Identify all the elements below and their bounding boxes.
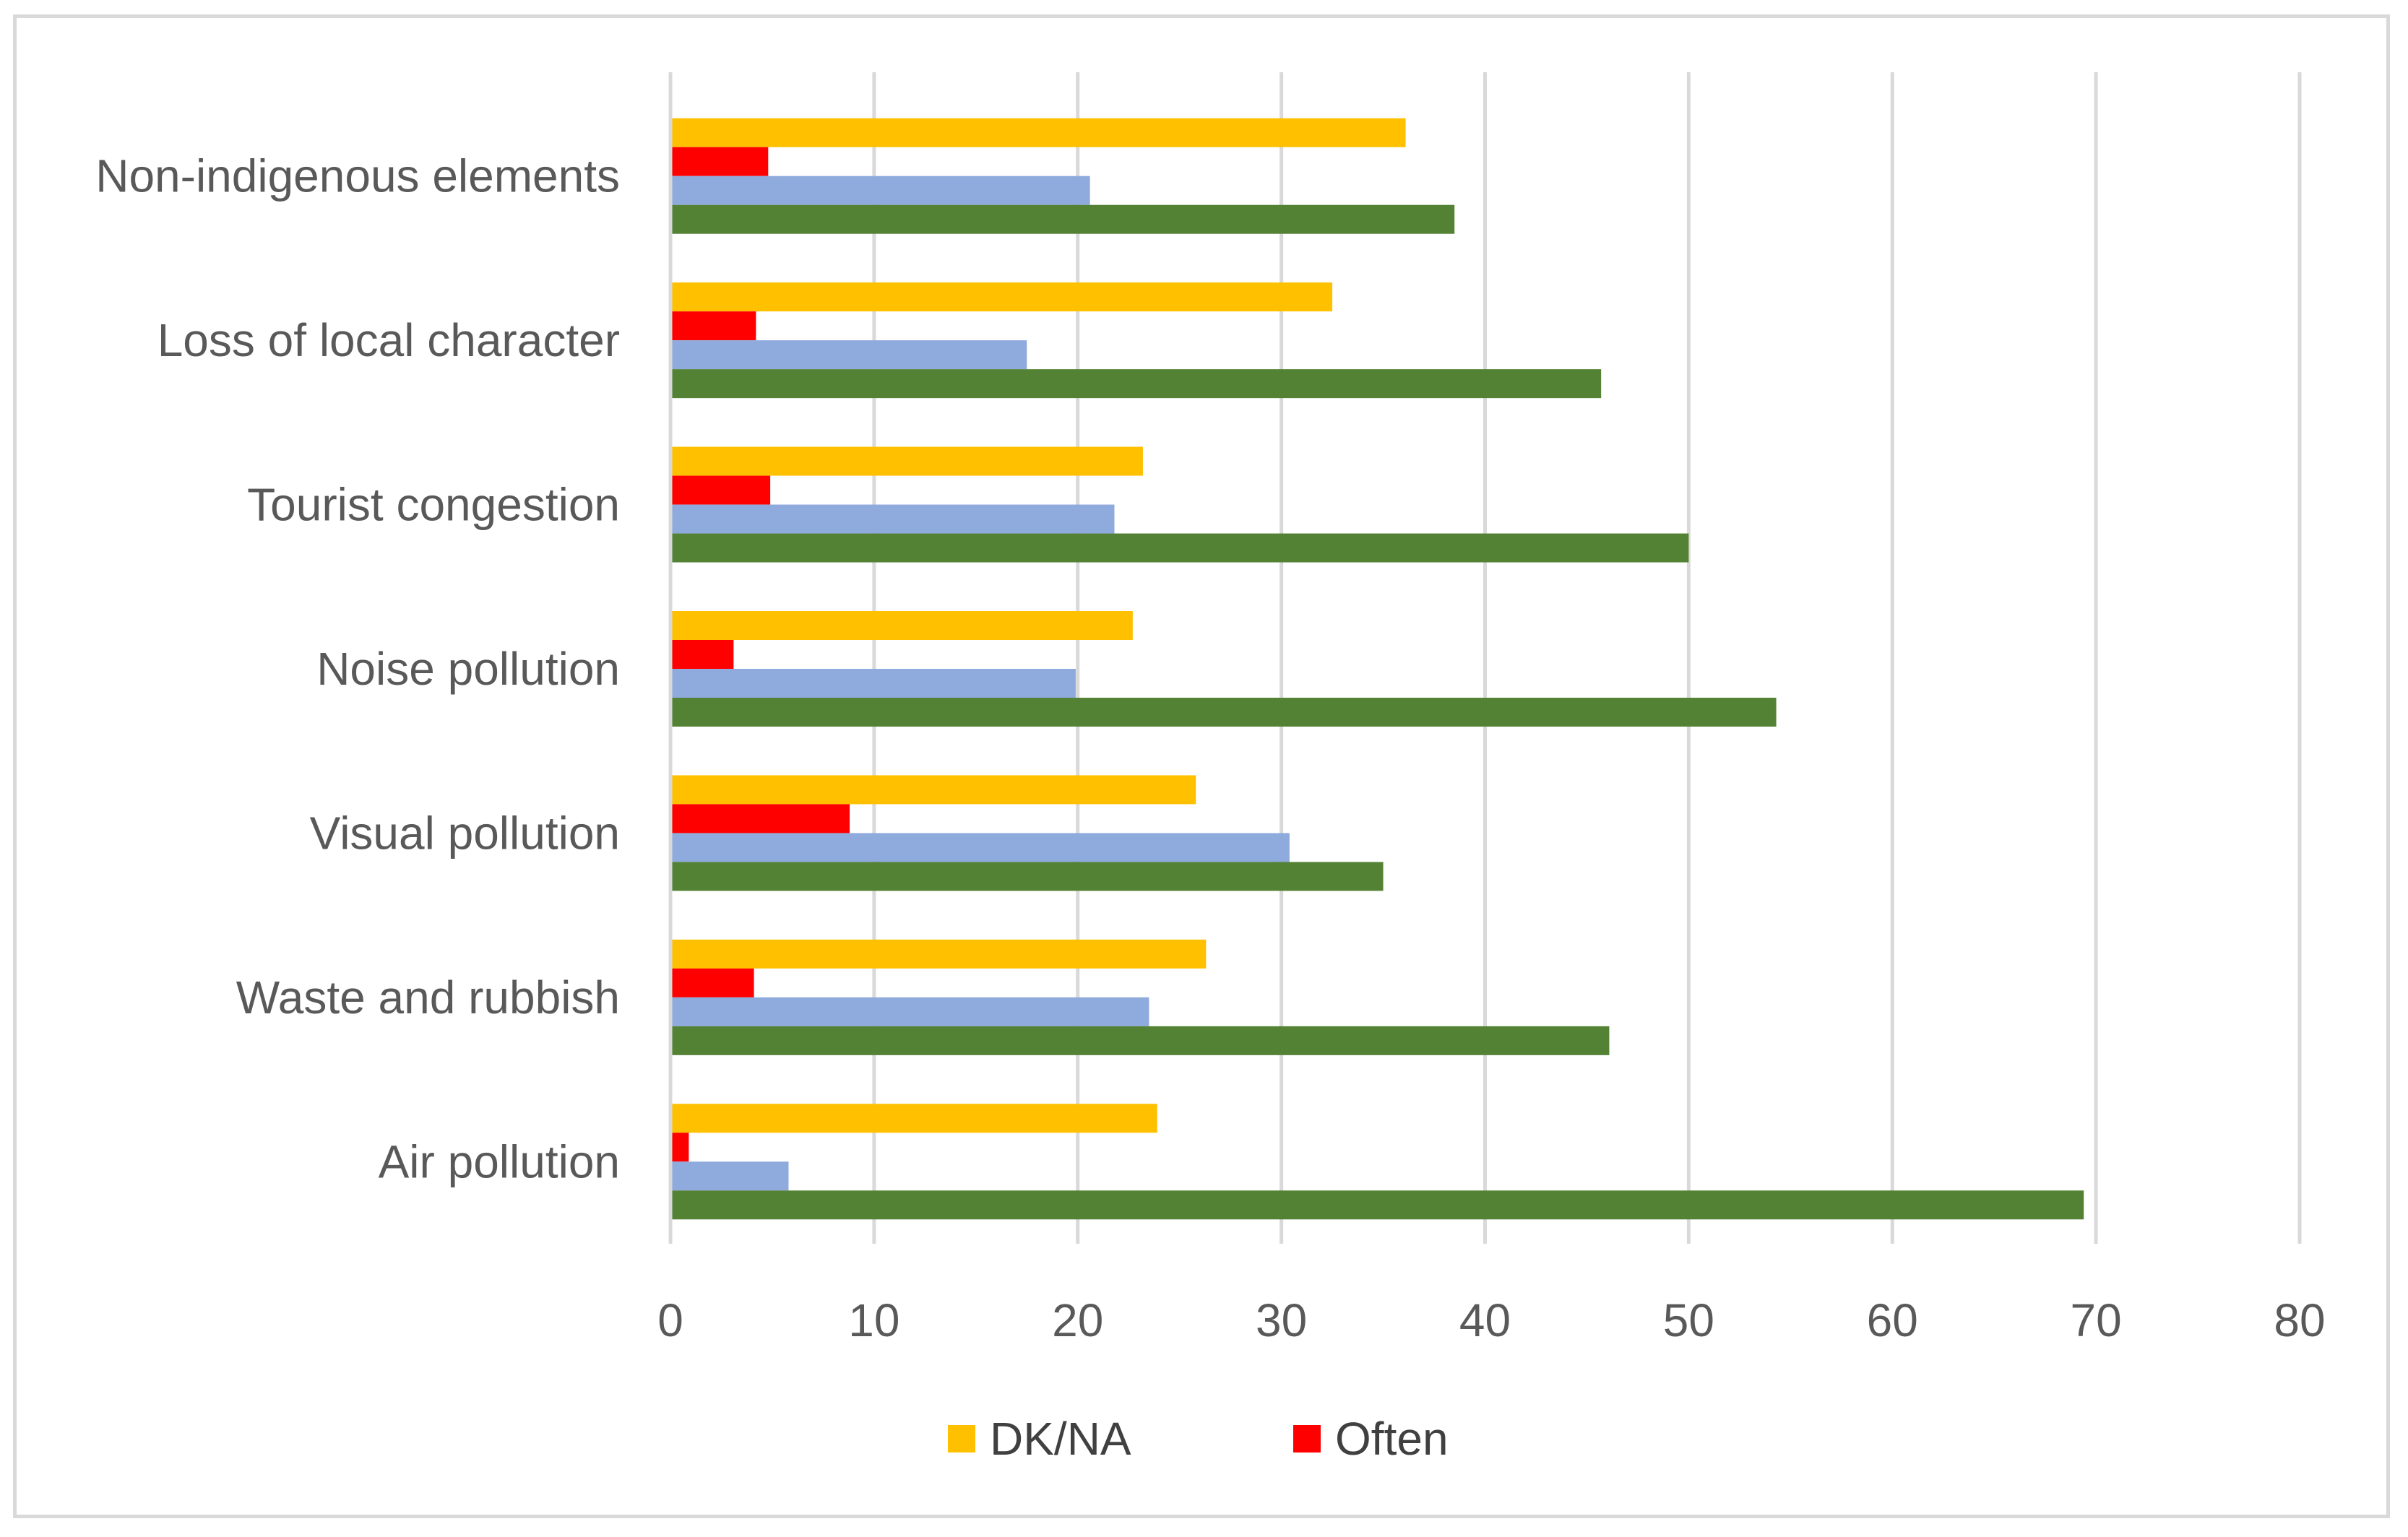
gridlines — [668, 72, 2302, 1244]
x-tick-label-50: 50 — [1663, 1294, 1714, 1346]
bar-noise-pollution-often — [670, 640, 734, 669]
chart-frame — [13, 14, 2390, 1518]
x-tick-label-0: 0 — [657, 1294, 683, 1346]
bar-air-pollution-often — [670, 1133, 689, 1162]
bar-loss-of-local-character-often — [670, 311, 756, 341]
bar-air-pollution-series-4 — [670, 1190, 2084, 1220]
legend-swatch-dk-na — [948, 1425, 975, 1452]
bar-tourist-congestion-dk-na — [670, 446, 1143, 476]
bar-visual-pollution-series-3 — [670, 833, 1290, 862]
bar-non-indigenous-elements-series-4 — [670, 204, 1455, 234]
bar-waste-and-rubbish-series-4 — [670, 1026, 1610, 1055]
category-labels: Non-indigenous elements Loss of local cha… — [95, 150, 620, 1188]
bar-air-pollution-dk-na — [670, 1104, 1157, 1133]
category-label-noise-pollution: Noise pollution — [316, 643, 620, 695]
x-tick-label-70: 70 — [2071, 1294, 2122, 1346]
category-label-tourist-congestion: Tourist congestion — [247, 479, 620, 531]
category-label-air-pollution: Air pollution — [379, 1135, 620, 1187]
x-tick-label-10: 10 — [848, 1294, 899, 1346]
category-label-loss-of-local-character: Loss of local character — [157, 314, 620, 366]
bar-loss-of-local-character-dk-na — [670, 282, 1333, 312]
bar-tourist-congestion-series-3 — [670, 504, 1115, 534]
bar-noise-pollution-series-4 — [670, 698, 1777, 727]
bar-noise-pollution-series-3 — [670, 669, 1076, 698]
bar-loss-of-local-character-series-4 — [670, 369, 1602, 399]
bar-visual-pollution-series-4 — [670, 862, 1384, 891]
x-tick-label-40: 40 — [1459, 1294, 1511, 1346]
bar-loss-of-local-character-series-3 — [670, 340, 1027, 370]
x-axis: 0 10 20 30 40 50 60 70 80 — [657, 72, 2326, 1346]
bar-noise-pollution-dk-na — [670, 611, 1133, 640]
category-label-waste-and-rubbish: Waste and rubbish — [236, 971, 620, 1023]
category-label-non-indigenous-elements: Non-indigenous elements — [95, 150, 620, 202]
bar-non-indigenous-elements-dk-na — [670, 118, 1406, 147]
bar-tourist-congestion-series-4 — [670, 533, 1689, 563]
x-tick-label-80: 80 — [2274, 1294, 2325, 1346]
bar-waste-and-rubbish-often — [670, 968, 754, 997]
category-label-visual-pollution: Visual pollution — [310, 807, 620, 859]
legend-label-often: Often — [1335, 1413, 1449, 1465]
bar-air-pollution-series-3 — [670, 1161, 789, 1191]
x-tick-label-60: 60 — [1867, 1294, 1918, 1346]
bar-non-indigenous-elements-often — [670, 147, 769, 176]
bars — [670, 118, 2084, 1220]
bar-waste-and-rubbish-series-3 — [670, 997, 1149, 1026]
x-tick-label-30: 30 — [1256, 1294, 1307, 1346]
bar-non-indigenous-elements-series-3 — [670, 176, 1090, 205]
legend-swatch-often — [1293, 1425, 1321, 1452]
bar-visual-pollution-often — [670, 804, 850, 834]
legend: DK/NA Often — [948, 1413, 1449, 1465]
bar-waste-and-rubbish-dk-na — [670, 939, 1207, 969]
x-tick-label-20: 20 — [1052, 1294, 1103, 1346]
legend-label-dk-na: DK/NA — [990, 1413, 1131, 1465]
bar-visual-pollution-dk-na — [670, 775, 1196, 805]
bar-tourist-congestion-often — [670, 475, 771, 505]
